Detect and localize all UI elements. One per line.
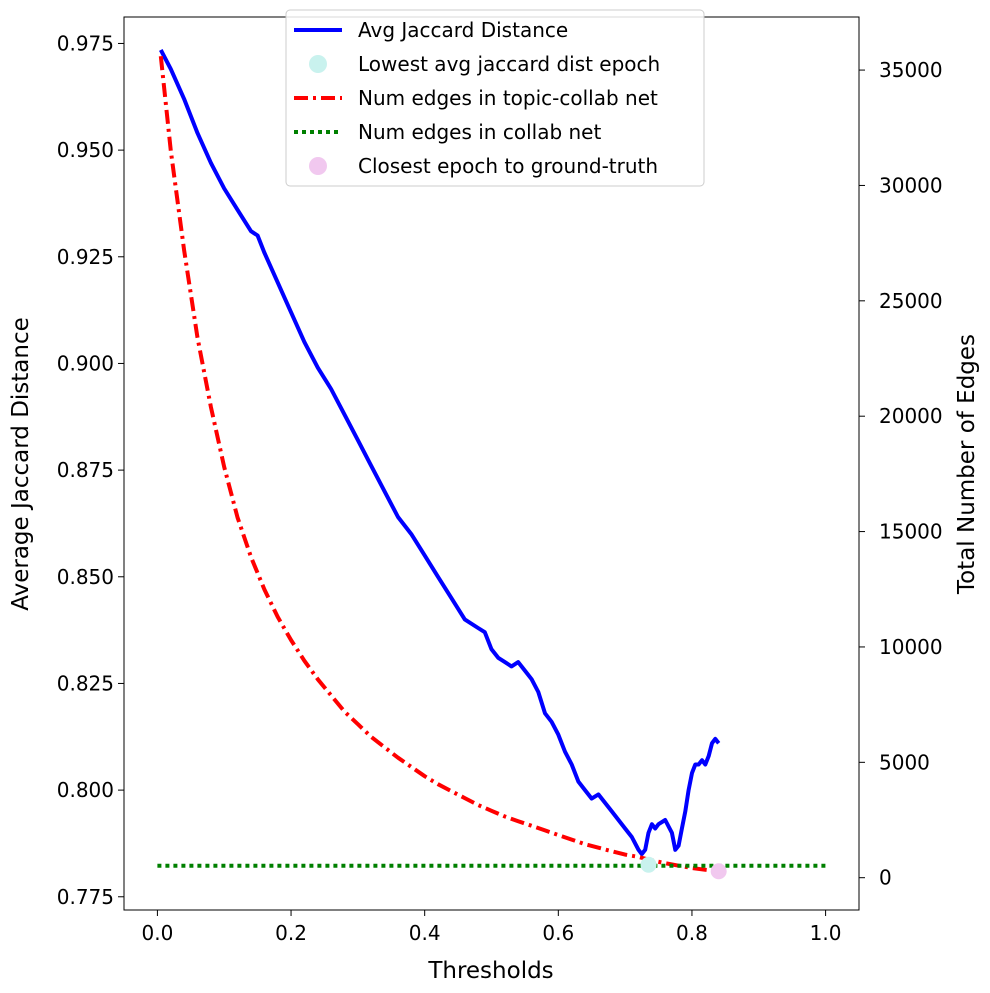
legend-label-closest-epoch: Closest epoch to ground-truth — [358, 154, 658, 178]
legend-label-lowest-epoch: Lowest avg jaccard dist epoch — [358, 52, 660, 76]
y-left-tick-label: 0.975 — [57, 31, 114, 55]
y-right-tick-label: 25000 — [879, 289, 943, 313]
series-line-0 — [159, 48, 721, 857]
x-tick-label: 0.4 — [409, 921, 441, 945]
marker-layer — [640, 856, 727, 880]
y-right-tick-label: 0 — [879, 866, 892, 890]
y-left-tick-label: 0.875 — [57, 458, 114, 482]
y-right-tick-label: 20000 — [879, 404, 943, 428]
y-right-tick-label: 30000 — [879, 173, 943, 197]
y-right-tick-label: 5000 — [879, 750, 930, 774]
legend-label-avg-jaccard: Avg Jaccard Distance — [358, 18, 568, 42]
legend: Avg Jaccard Distance Lowest avg jaccard … — [285, 9, 705, 187]
x-tick-label: 0.0 — [142, 921, 174, 945]
y-axis-right-label: Total Number of Edges — [954, 334, 980, 595]
x-axis-label: Thresholds — [427, 958, 553, 984]
y-left-tick-label: 0.800 — [57, 778, 114, 802]
y-left-tick-label: 0.825 — [57, 671, 114, 695]
y-left-tick-label: 0.775 — [57, 885, 114, 909]
legend-swatch-closest-epoch — [309, 157, 327, 175]
y-axis-left: 0.775 0.800 0.825 0.850 0.875 0.900 0.925 0.950… — [57, 31, 124, 909]
y-right-tick-label: 15000 — [879, 520, 943, 544]
legend-label-topic-collab: Num edges in topic-collab net — [358, 86, 658, 110]
y-left-tick-label: 0.950 — [57, 138, 114, 162]
legend-label-collab: Num edges in collab net — [358, 120, 601, 144]
x-tick-label: 0.2 — [275, 921, 307, 945]
y-axis-left-label: Average Jaccard Distance — [8, 317, 34, 611]
y-right-tick-label: 35000 — [879, 58, 943, 82]
marker-1 — [710, 863, 727, 880]
y-left-tick-label: 0.900 — [57, 351, 114, 375]
y-left-tick-label: 0.850 — [57, 565, 114, 589]
y-left-tick-label: 0.925 — [57, 245, 114, 269]
y-axis-right: 0 5000 10000 15000 20000 25000 30000 35000 — [859, 58, 943, 890]
legend-swatch-lowest-epoch — [309, 55, 327, 73]
x-axis: 0.0 0.2 0.4 0.6 0.8 1.0 — [142, 910, 842, 945]
series-layer — [157, 48, 826, 874]
x-tick-label: 0.6 — [542, 921, 574, 945]
marker-0 — [640, 856, 657, 873]
y-right-tick-label: 10000 — [879, 635, 943, 659]
x-tick-label: 0.8 — [676, 921, 708, 945]
x-tick-label: 1.0 — [810, 921, 842, 945]
legend-box — [285, 9, 705, 187]
series-line-1 — [158, 55, 719, 874]
